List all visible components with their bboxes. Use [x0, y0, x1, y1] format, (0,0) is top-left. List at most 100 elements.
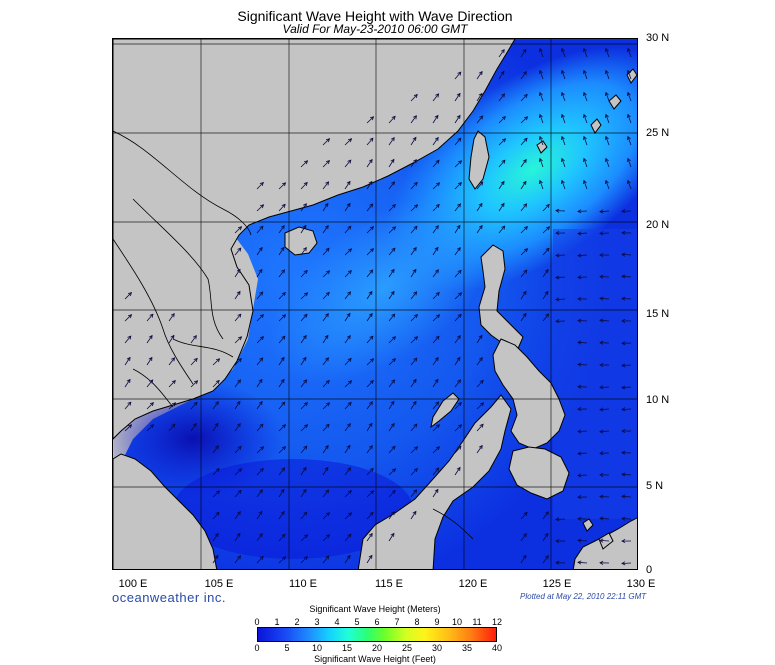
wave-arrow-head — [456, 356, 461, 361]
wave-arrow-head — [539, 135, 543, 141]
wave-arrow-head — [412, 400, 417, 406]
wave-arrow-head — [390, 422, 395, 428]
colorbar — [257, 627, 497, 642]
wave-arrow-head — [627, 135, 631, 141]
wave-arrow-head — [583, 69, 587, 75]
wave-arrow-head — [627, 113, 631, 119]
wave-arrow — [432, 401, 439, 410]
wave-arrow — [621, 473, 632, 476]
wave-arrow-head — [259, 555, 264, 560]
wave-arrow-head — [324, 444, 329, 450]
wave-arrow — [432, 182, 440, 190]
wave-arrow — [599, 297, 610, 300]
wave-arrow — [555, 276, 566, 279]
wave-arrow — [599, 496, 610, 498]
lon-label-125e: 125 E — [542, 578, 572, 590]
wave-arrow — [539, 158, 544, 168]
wave-arrow-head — [237, 445, 242, 450]
wave-arrow — [599, 319, 610, 322]
meter-tick-label: 11 — [472, 617, 482, 627]
wave-arrow — [454, 203, 461, 212]
wave-arrow-head — [478, 202, 483, 208]
wave-arrow-head — [555, 319, 560, 324]
wave-arrow-head — [435, 182, 441, 187]
visayas-islands — [492, 338, 566, 450]
wave-arrow — [542, 226, 550, 234]
wave-arrow — [542, 555, 549, 564]
wave-arrow — [322, 555, 330, 564]
wave-arrow-head — [347, 291, 352, 296]
wave-arrow-head — [599, 494, 604, 499]
wave-arrow-head — [523, 226, 528, 231]
wave-arrow — [366, 226, 374, 234]
wave-arrow-head — [555, 517, 560, 522]
wave-arrow-head — [302, 356, 307, 361]
wave-arrow — [212, 533, 219, 542]
wave-arrow-head — [413, 291, 418, 296]
wave-arrow-head — [236, 532, 241, 537]
wave-arrow — [388, 423, 395, 432]
wave-arrow — [146, 379, 154, 388]
wave-arrow — [454, 402, 462, 410]
wave-arrow-head — [259, 225, 264, 230]
wave-arrow — [454, 292, 462, 300]
wave-arrow — [300, 467, 307, 476]
feet-tick-label: 30 — [431, 643, 443, 653]
wave-arrow-head — [259, 467, 264, 473]
wave-arrow — [432, 314, 440, 322]
wave-arrow-head — [324, 202, 329, 207]
wave-arrow-head — [544, 555, 549, 560]
wave-arrow — [300, 270, 308, 278]
wave-arrow — [124, 401, 132, 410]
wave-arrow — [168, 423, 176, 432]
wave-arrow — [432, 225, 439, 234]
wave-arrow-head — [303, 160, 309, 165]
wave-arrow — [627, 114, 632, 124]
wave-arrow — [410, 94, 418, 102]
wave-arrow — [366, 490, 374, 498]
wave-arrow-head — [259, 291, 264, 296]
wave-arrow-head — [368, 422, 373, 427]
wave-arrow — [410, 115, 417, 124]
wave-arrow — [212, 401, 219, 410]
wave-arrow — [432, 467, 440, 476]
wave-arrow-head — [577, 209, 582, 214]
wave-arrow-head — [522, 71, 527, 76]
palawan-island — [430, 392, 460, 429]
wave-arrow-head — [391, 247, 396, 252]
wave-arrow — [256, 401, 263, 410]
wave-arrow — [300, 424, 308, 432]
wave-arrow-head — [621, 450, 626, 455]
wave-arrow-head — [577, 516, 582, 521]
wave-arrow — [322, 138, 330, 146]
wave-arrow — [454, 357, 461, 366]
lon-label-120e: 120 E — [458, 578, 488, 590]
wave-arrow — [278, 467, 285, 476]
wave-arrow — [539, 92, 544, 102]
wave-arrow — [454, 137, 462, 146]
wave-arrow-head — [214, 532, 219, 538]
wave-arrow — [577, 561, 588, 564]
wave-arrow-head — [412, 510, 417, 515]
wave-arrow — [190, 423, 197, 432]
wave-arrow-head — [193, 401, 198, 406]
wave-arrow — [583, 114, 588, 124]
wave-arrow — [583, 136, 588, 146]
wave-arrow — [599, 210, 610, 213]
wave-arrow-head — [236, 400, 241, 405]
wave-arrow-head — [478, 224, 483, 230]
wave-arrow-head — [303, 556, 308, 561]
wave-arrow-head — [555, 538, 560, 544]
wave-arrow — [388, 533, 395, 542]
feet-tick-label: 10 — [311, 643, 323, 653]
wave-arrow — [410, 468, 418, 476]
lon-label-105e: 105 E — [204, 578, 234, 590]
wave-arrow-head — [325, 489, 330, 494]
wave-arrow — [212, 358, 220, 366]
wave-arrow-head — [621, 428, 626, 434]
wave-arrow — [322, 424, 330, 432]
wave-arrow-head — [149, 402, 154, 407]
wave-arrow-head — [457, 182, 462, 187]
wave-arrow — [300, 556, 308, 564]
wave-arrow-head — [346, 335, 351, 340]
